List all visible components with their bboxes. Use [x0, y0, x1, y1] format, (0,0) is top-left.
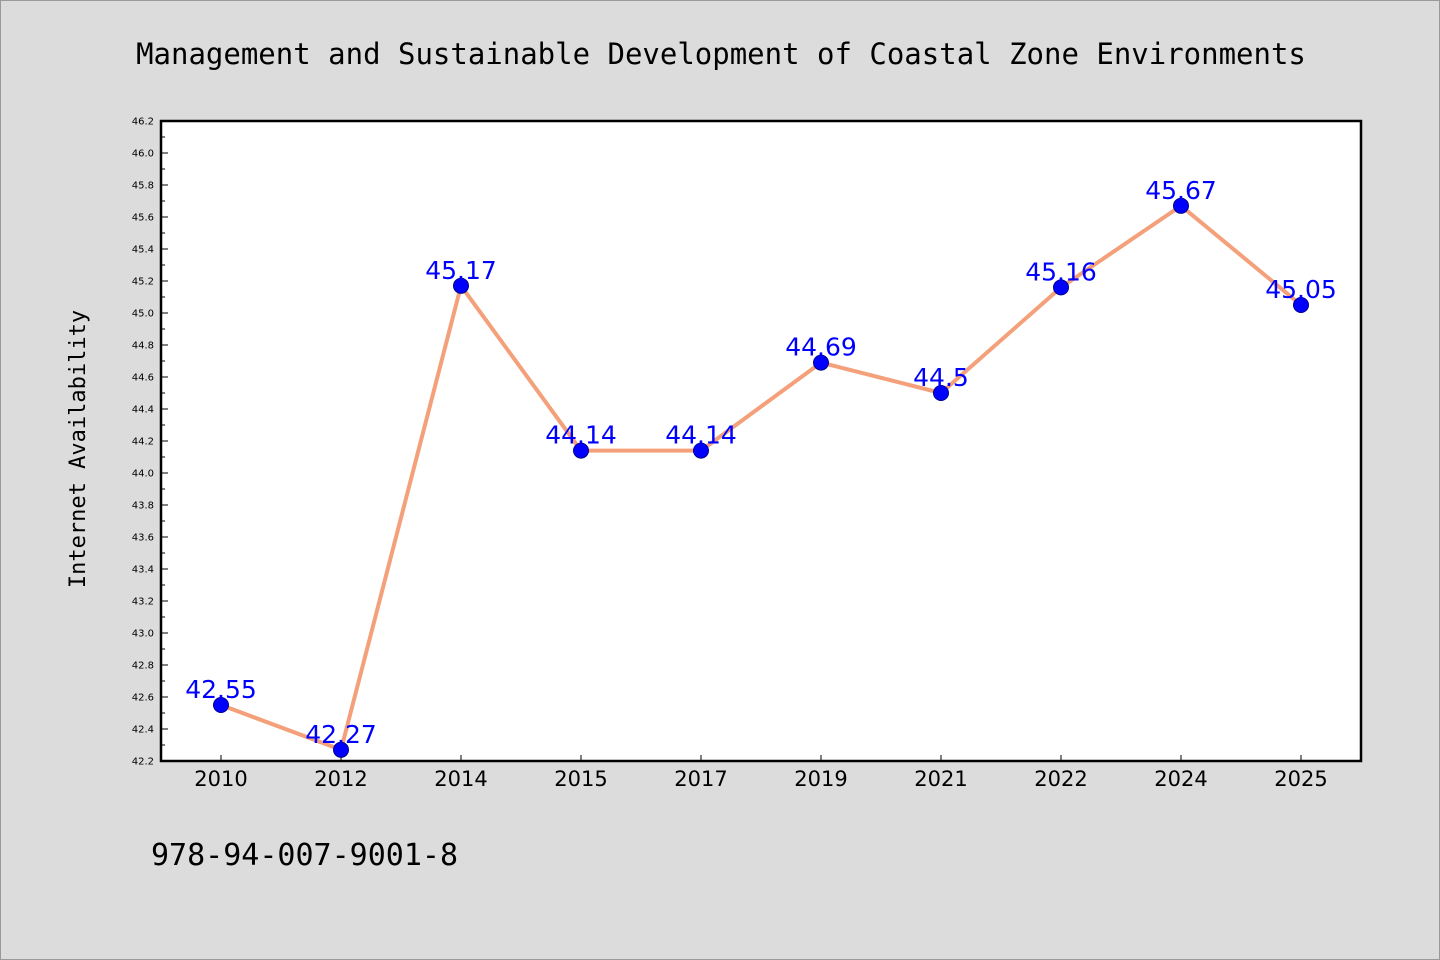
- x-tick-label: 2022: [1034, 767, 1087, 791]
- y-tick-label: 42.8: [132, 661, 154, 672]
- data-label: 45.16: [1025, 257, 1097, 286]
- y-tick-label: 42.6: [132, 693, 154, 704]
- data-point: [693, 442, 709, 459]
- isbn-footer: 978-94-007-9001-8: [151, 838, 458, 873]
- y-tick-label: 44.4: [132, 405, 154, 416]
- chart-title: Management and Sustainable Development o…: [136, 37, 1306, 71]
- x-axis-ticks: 2010 2012 2014 2015 2017 2019 2021 2022 2024 2025: [194, 755, 1328, 791]
- y-tick-label: 45.6: [132, 213, 154, 224]
- data-label: 45.67: [1145, 176, 1217, 205]
- y-tick-label: 43.8: [132, 501, 154, 512]
- data-label: 44.14: [545, 421, 617, 450]
- y-tick-label: 46.0: [132, 149, 154, 160]
- y-axis-ticks: 42.2 42.4 42.6 42.8 43.0 43.2 43.4 43.6 43.8 44.0…: [132, 117, 168, 768]
- x-tick-label: 2015: [554, 767, 607, 791]
- data-label: 42.55: [185, 675, 257, 704]
- y-tick-label: 45.0: [132, 309, 154, 320]
- x-tick-label: 2021: [914, 767, 967, 791]
- data-point: [813, 354, 829, 371]
- y-tick-label: 43.4: [132, 565, 154, 576]
- data-label: 44.14: [665, 421, 737, 450]
- x-tick-label: 2017: [674, 767, 727, 791]
- y-axis-label: Internet Availability: [66, 310, 91, 588]
- y-tick-label: 42.4: [132, 725, 154, 736]
- x-tick-label: 2014: [434, 767, 487, 791]
- y-tick-label: 44.8: [132, 341, 154, 352]
- y-tick-label: 45.8: [132, 181, 154, 192]
- y-tick-label: 43.6: [132, 533, 154, 544]
- series-line: [219, 203, 1303, 752]
- y-tick-label: 44.2: [132, 437, 154, 448]
- y-tick-label: 44.0: [132, 469, 154, 480]
- series-layer: 42.55 42.27 45.17 44.14 44.14 44.69 44.5 45.16 4…: [185, 176, 1337, 758]
- data-point: [213, 697, 229, 713]
- y-tick-label: 42.2: [132, 757, 154, 768]
- data-label: 45.05: [1265, 275, 1337, 304]
- x-tick-label: 2010: [194, 767, 247, 791]
- data-label: 44.69: [785, 333, 857, 362]
- x-tick-label: 2012: [314, 767, 367, 791]
- data-point: [333, 741, 349, 758]
- x-tick-label: 2019: [794, 767, 847, 791]
- data-point: [933, 385, 949, 401]
- y-tick-label: 46.2: [132, 117, 154, 128]
- data-point: [573, 442, 589, 459]
- y-tick-label: 45.4: [132, 245, 154, 256]
- y-tick-label: 45.2: [132, 277, 154, 288]
- data-label: 44.5: [913, 363, 969, 392]
- data-label: 45.17: [425, 256, 497, 285]
- data-point: [1053, 279, 1069, 296]
- y-tick-label: 43.0: [132, 629, 154, 640]
- x-tick-label: 2025: [1274, 767, 1327, 791]
- data-point: [1173, 197, 1189, 214]
- x-tick-label: 2024: [1154, 767, 1207, 791]
- plot-area: [159, 119, 1363, 763]
- y-tick-label: 44.6: [132, 373, 154, 384]
- data-point: [453, 277, 469, 294]
- y-tick-label: 43.2: [132, 597, 154, 608]
- data-label: 42.27: [305, 720, 377, 749]
- data-point: [1293, 297, 1309, 313]
